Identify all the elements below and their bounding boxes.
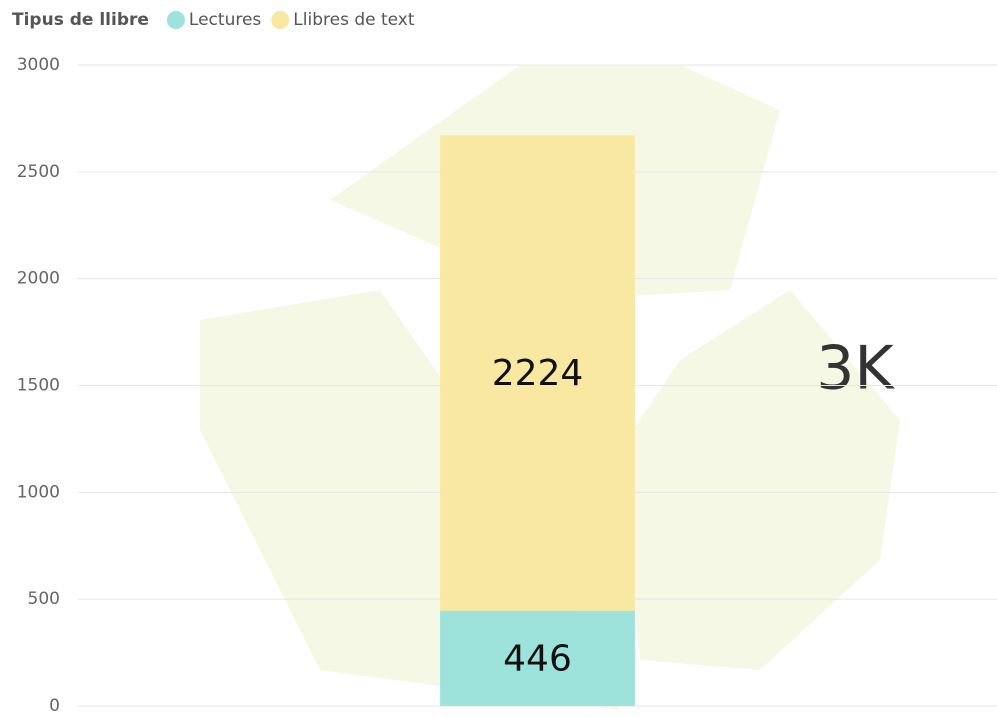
bar-segment bbox=[440, 135, 635, 611]
data-label: 2224 bbox=[492, 353, 584, 394]
y-tick-label: 500 bbox=[28, 589, 60, 609]
legend-label: Lectures bbox=[189, 10, 261, 30]
y-tick-label: 2500 bbox=[17, 162, 60, 182]
y-tick-label: 0 bbox=[49, 696, 60, 716]
y-tick-label: 2000 bbox=[17, 269, 60, 289]
legend-swatch bbox=[271, 11, 290, 29]
legend-label: Llibres de text bbox=[293, 10, 415, 30]
annotation: 3K bbox=[816, 334, 895, 404]
bar-segment bbox=[440, 610, 635, 706]
y-tick-label: 1000 bbox=[17, 482, 60, 502]
y-tick-label: 3000 bbox=[17, 55, 60, 75]
data-label: 446 bbox=[503, 638, 572, 679]
legend-title: Tipus de llibre bbox=[12, 10, 149, 30]
y-tick-label: 1500 bbox=[17, 376, 60, 396]
legend-swatch bbox=[166, 11, 185, 29]
